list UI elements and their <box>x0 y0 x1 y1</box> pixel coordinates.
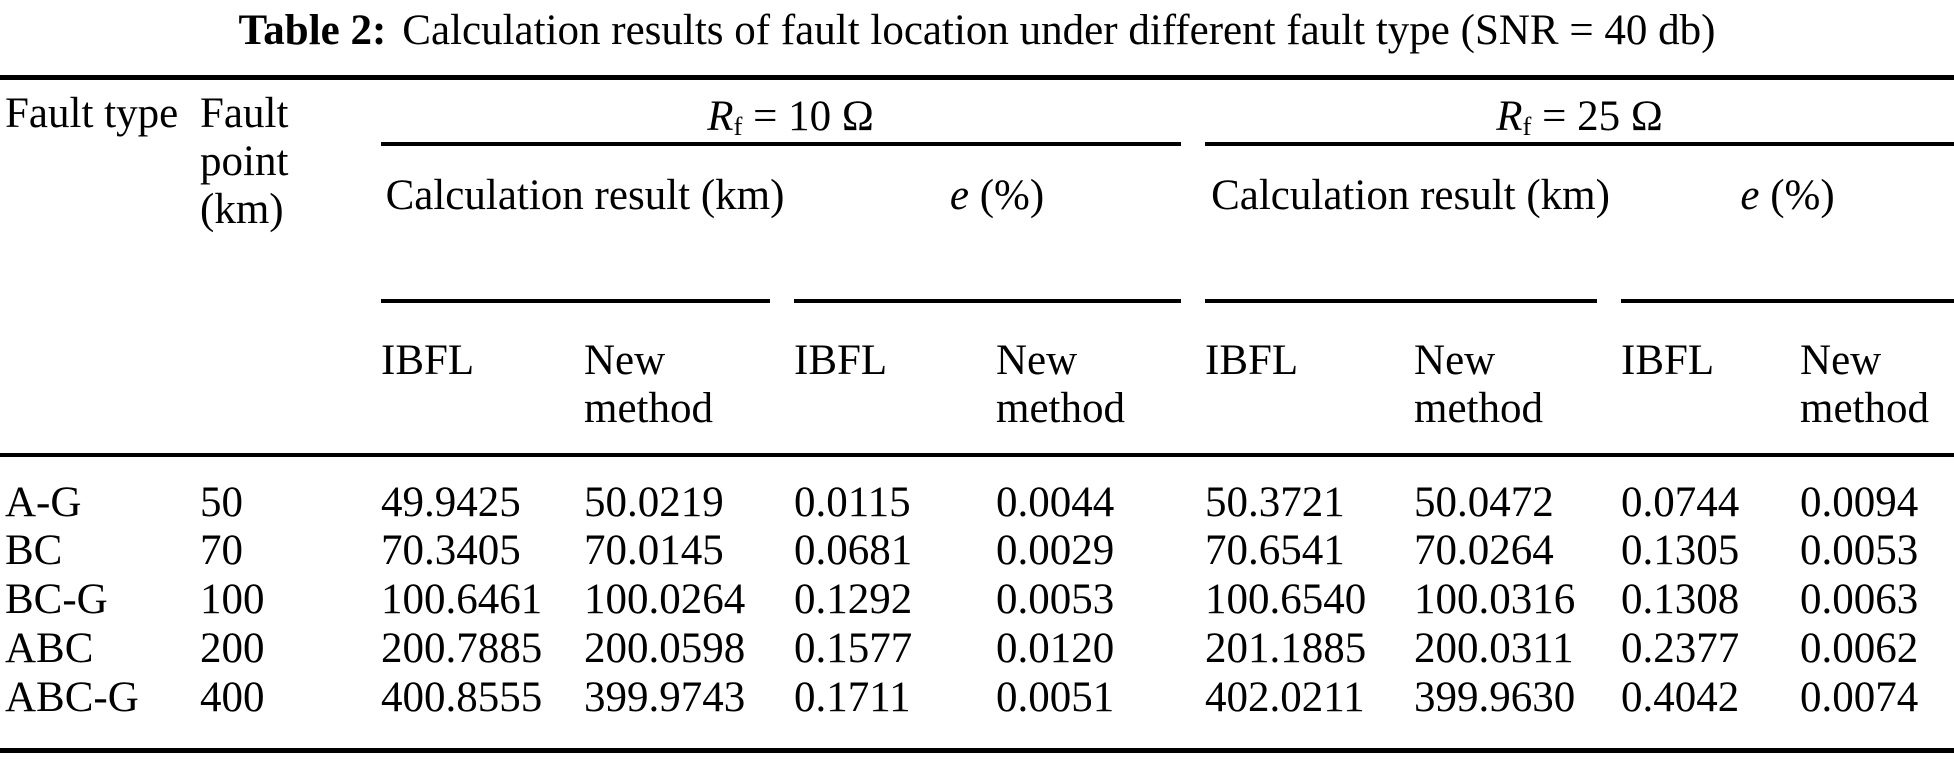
cell-rf25-new-result: 399.9630 <box>1414 673 1576 721</box>
method-header-rf10-error-ibfl: IBFL <box>789 302 991 457</box>
cell-fault-type: ABC <box>5 624 94 672</box>
subgroup-header-rf10-calc-result: Calculation result (km) <box>376 145 789 303</box>
cell-rf10-ibfl-error: 0.0681 <box>794 526 913 574</box>
cell-rf10-new-error: 0.0029 <box>996 526 1115 574</box>
method-header-rf10-result-new: New method <box>579 302 789 457</box>
cell-rf10-new-error: 0.0053 <box>996 575 1115 623</box>
cell-rf25-new-result: 70.0264 <box>1414 526 1554 574</box>
cell-rf25-new-error: 0.0053 <box>1800 526 1919 574</box>
error-symbol: e <box>949 171 969 219</box>
cell-rf10-new-error: 0.0051 <box>996 673 1115 721</box>
cell-rf25-new-result: 100.0316 <box>1414 575 1576 623</box>
cell-rf25-new-error: 0.0062 <box>1800 624 1919 672</box>
cell-rf25-new-result: 50.0472 <box>1414 478 1554 526</box>
cell-rf25-ibfl-error: 0.2377 <box>1621 624 1740 672</box>
cell-rf25-new-error: 0.0063 <box>1800 575 1919 623</box>
cell-rf10-ibfl-result: 70.3405 <box>381 526 521 574</box>
cell-rf25-new-error: 0.0074 <box>1800 673 1919 721</box>
cell-fault-type: A-G <box>5 478 82 526</box>
cell-fault-type: ABC-G <box>5 673 139 721</box>
col-header-fault-point: Fault point (km) <box>195 77 376 457</box>
table-row: BC-G 100 100.6461 100.0264 0.1292 0.0053… <box>0 576 1954 625</box>
cell-rf10-new-result: 200.0598 <box>584 624 746 672</box>
cell-rf25-ibfl-error: 0.1305 <box>1621 526 1740 574</box>
header-row-methods: IBFL New method IBFL New method IBFL New… <box>0 302 1954 457</box>
rf25-value: = 25 Ω <box>1531 93 1663 140</box>
table-caption-label: Table 2: <box>238 7 387 54</box>
method-header-rf25-error-new: New method <box>1795 302 1954 457</box>
cell-rf10-ibfl-result: 200.7885 <box>381 624 543 672</box>
cell-fault-type: BC <box>5 526 63 574</box>
cell-rf10-ibfl-error: 0.1577 <box>794 624 913 672</box>
group-header-rf25: Rf = 25 Ω <box>1200 77 1954 146</box>
method-header-rf25-result-new: New method <box>1409 302 1617 457</box>
results-table: Fault type Fault point (km) Rf = 10 Ω Rf… <box>0 75 1954 753</box>
cell-rf25-ibfl-result: 50.3721 <box>1205 478 1345 526</box>
table-caption: Table 2: Calculation results of fault loc… <box>0 0 1954 75</box>
table-row: ABC 200 200.7885 200.0598 0.1577 0.0120 … <box>0 625 1954 674</box>
cell-rf10-ibfl-result: 100.6461 <box>381 575 543 623</box>
method-header-rf25-result-ibfl: IBFL <box>1200 302 1410 457</box>
cell-rf10-ibfl-result: 400.8555 <box>381 673 543 721</box>
cell-rf25-ibfl-error: 0.4042 <box>1621 673 1740 721</box>
cell-rf25-ibfl-result: 70.6541 <box>1205 526 1345 574</box>
cell-fault-point: 100 <box>200 575 265 623</box>
method-header-rf10-error-new: New method <box>991 302 1201 457</box>
method-header-rf10-result-ibfl: IBFL <box>376 302 579 457</box>
table-caption-text: Calculation results of fault location un… <box>402 7 1716 54</box>
cell-rf10-new-result: 70.0145 <box>584 526 724 574</box>
cell-rf25-ibfl-result: 100.6540 <box>1205 575 1367 623</box>
rf-subscript: f <box>733 111 743 142</box>
table-row: BC 70 70.3405 70.0145 0.0681 0.0029 70.6… <box>0 527 1954 576</box>
cell-rf10-ibfl-error: 0.0115 <box>794 478 911 526</box>
cell-rf10-new-error: 0.0120 <box>996 624 1115 672</box>
rf10-value: = 10 Ω <box>742 93 874 140</box>
table-row: ABC-G 400 400.8555 399.9743 0.1711 0.005… <box>0 674 1954 751</box>
cell-fault-point: 50 <box>200 478 243 526</box>
cell-rf10-new-result: 100.0264 <box>584 575 746 623</box>
cell-rf10-ibfl-error: 0.1292 <box>794 575 913 623</box>
cell-rf25-ibfl-result: 402.0211 <box>1205 673 1365 721</box>
cell-rf10-ibfl-error: 0.1711 <box>794 673 911 721</box>
subgroup-header-rf10-error: e (%) <box>789 145 1201 303</box>
table-header: Fault type Fault point (km) Rf = 10 Ω Rf… <box>0 77 1954 457</box>
col-header-fault-type: Fault type <box>0 77 195 457</box>
cell-fault-point: 70 <box>200 526 243 574</box>
cell-rf25-ibfl-error: 0.1308 <box>1621 575 1740 623</box>
rf-subscript: f <box>1522 111 1532 142</box>
cell-rf10-ibfl-result: 49.9425 <box>381 478 521 526</box>
error-unit: (%) <box>1759 171 1835 219</box>
cell-fault-type: BC-G <box>5 575 108 623</box>
cell-fault-point: 200 <box>200 624 265 672</box>
cell-rf25-ibfl-result: 201.1885 <box>1205 624 1367 672</box>
subgroup-header-rf25-error: e (%) <box>1616 145 1954 303</box>
error-unit: (%) <box>968 171 1045 219</box>
header-row-measures: Calculation result (km) e (%) Calculatio… <box>0 145 1954 303</box>
cell-rf10-new-error: 0.0044 <box>996 478 1115 526</box>
cell-rf25-new-error: 0.0094 <box>1800 478 1919 526</box>
table-row: A-G 50 49.9425 50.0219 0.0115 0.0044 50.… <box>0 455 1954 527</box>
cell-rf25-ibfl-error: 0.0744 <box>1621 478 1740 526</box>
table-body: A-G 50 49.9425 50.0219 0.0115 0.0044 50.… <box>0 455 1954 751</box>
cell-rf10-new-result: 399.9743 <box>584 673 746 721</box>
group-header-rf10: Rf = 10 Ω <box>376 77 1201 146</box>
rf-symbol: R <box>707 93 734 140</box>
rf-symbol: R <box>1496 93 1523 140</box>
cell-rf25-new-result: 200.0311 <box>1414 624 1574 672</box>
subgroup-header-rf25-calc-result: Calculation result (km) <box>1200 145 1617 303</box>
header-row-groups: Fault type Fault point (km) Rf = 10 Ω Rf… <box>0 77 1954 457</box>
cell-rf10-new-result: 50.0219 <box>584 478 724 526</box>
error-symbol: e <box>1740 171 1760 219</box>
method-header-rf25-error-ibfl: IBFL <box>1616 302 1796 457</box>
cell-fault-point: 400 <box>200 673 265 721</box>
